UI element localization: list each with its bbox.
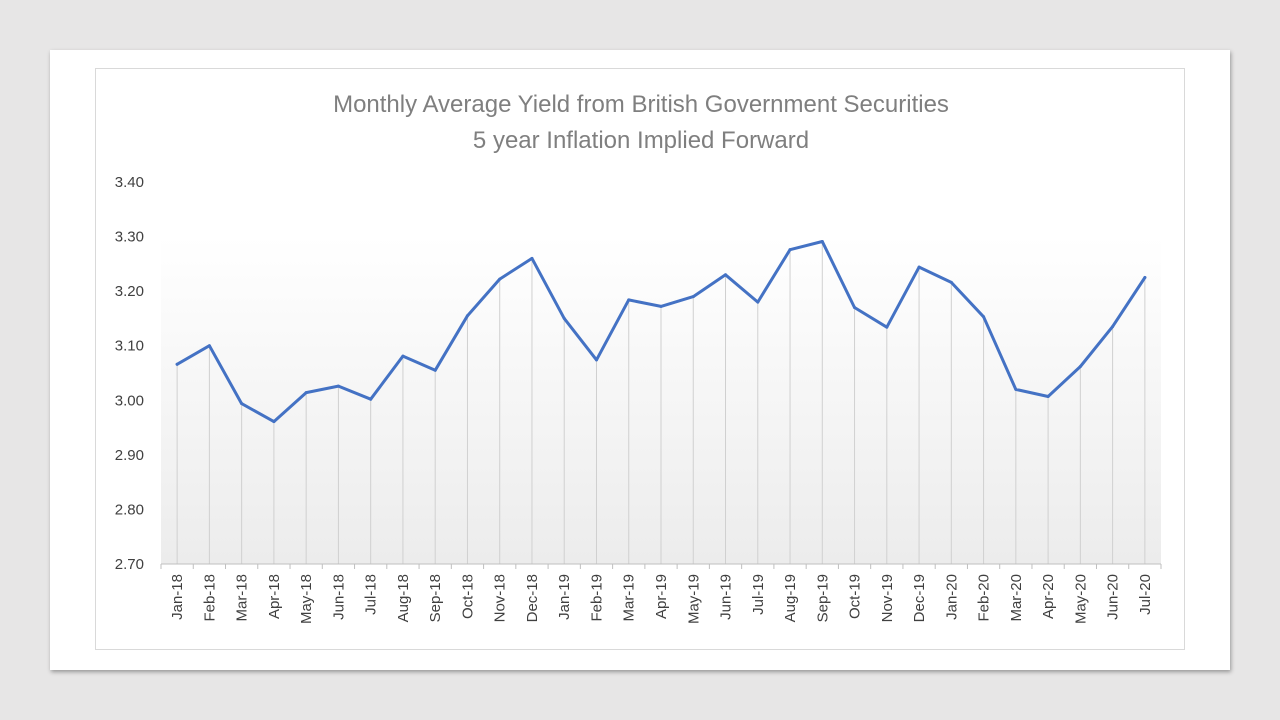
plot-layer: 3.40 3.30 3.20 3.10 3.00 2.90 2.80 2.70 Jan-18 Fe… <box>115 174 1162 624</box>
data-point <box>1014 387 1018 391</box>
y-tick-label: 2.70 <box>115 556 144 573</box>
data-point <box>1111 325 1115 329</box>
x-tick-label: May-18 <box>298 574 315 624</box>
data-point <box>272 420 276 424</box>
x-tick-label: Apr-20 <box>1040 574 1057 619</box>
data-point <box>1078 364 1082 368</box>
data-point <box>498 277 502 281</box>
x-tick-label: Jan-18 <box>169 574 186 620</box>
data-point <box>982 315 986 319</box>
data-point <box>885 325 889 329</box>
data-point <box>562 316 566 320</box>
x-tick-label: Sep-18 <box>427 574 444 622</box>
data-point <box>433 368 437 372</box>
y-tick-label: 3.20 <box>115 283 144 300</box>
data-point <box>724 273 728 277</box>
x-tick-label: Jan-20 <box>943 574 960 620</box>
x-tick-label: Feb-20 <box>976 574 993 622</box>
x-tick-label: Feb-19 <box>588 574 605 622</box>
y-tick-label: 2.80 <box>115 501 144 518</box>
data-point <box>369 397 373 401</box>
x-tick-label: Dec-18 <box>524 574 541 622</box>
data-point <box>594 358 598 362</box>
x-tick-label: Apr-18 <box>266 574 283 619</box>
x-tick-label: Oct-19 <box>847 574 864 619</box>
x-tick-label: Aug-19 <box>782 574 799 622</box>
y-tick-label: 3.40 <box>115 174 144 191</box>
x-tick-label: Nov-18 <box>492 574 509 622</box>
x-tick-label: May-19 <box>685 574 702 624</box>
x-tick-label: Aug-18 <box>395 574 412 622</box>
y-tick-label: 3.00 <box>115 392 144 409</box>
x-tick-label: Oct-18 <box>459 574 476 619</box>
y-tick-label: 2.90 <box>115 447 144 464</box>
data-point <box>336 384 340 388</box>
data-point <box>788 248 792 252</box>
chart-title: Monthly Average Yield from British Gover… <box>333 91 949 118</box>
data-point <box>627 298 631 302</box>
data-point <box>917 265 921 269</box>
data-point <box>853 306 857 310</box>
x-tick-label: Jun-19 <box>718 574 735 620</box>
x-tick-label: Jun-18 <box>330 574 347 620</box>
data-point <box>1143 276 1147 279</box>
x-tick-label: Nov-19 <box>879 574 896 622</box>
x-tick-label: Jul-20 <box>1137 574 1154 615</box>
x-tick-label: Jul-18 <box>363 574 380 615</box>
data-point <box>530 256 534 260</box>
x-tick-label: Jan-19 <box>556 574 573 620</box>
data-point <box>691 295 695 299</box>
data-point <box>401 354 405 358</box>
data-point <box>240 402 244 406</box>
chart-area: Monthly Average Yield from British Gover… <box>95 68 1185 650</box>
chart-svg: Monthly Average Yield from British Gover… <box>115 91 1162 624</box>
data-point <box>949 280 953 284</box>
x-tick-label: Apr-19 <box>653 574 670 619</box>
data-point <box>1046 394 1050 398</box>
data-point <box>756 300 760 304</box>
x-tick-label: Jun-20 <box>1105 574 1122 620</box>
x-tick-label: Mar-19 <box>621 574 638 622</box>
chart-subtitle: 5 year Inflation Implied Forward <box>473 127 809 154</box>
data-point <box>820 239 824 243</box>
data-point <box>207 344 211 348</box>
x-tick-label: Dec-19 <box>911 574 928 622</box>
data-point <box>659 304 663 308</box>
x-tick-label: Sep-19 <box>814 574 831 622</box>
y-tick-label: 3.30 <box>115 229 144 246</box>
x-tick-label: May-20 <box>1072 574 1089 624</box>
x-tick-label: Feb-18 <box>201 574 218 622</box>
data-point <box>465 314 469 318</box>
y-tick-label: 3.10 <box>115 338 144 355</box>
x-tick-label: Mar-20 <box>1008 574 1025 622</box>
data-point <box>304 391 308 395</box>
x-tick-label: Jul-19 <box>750 574 767 615</box>
data-point <box>175 362 179 366</box>
x-tick-label: Mar-18 <box>234 574 251 622</box>
